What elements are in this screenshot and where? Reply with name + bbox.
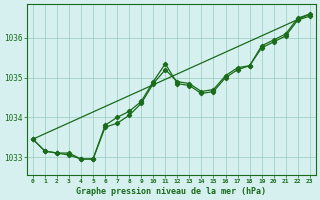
X-axis label: Graphe pression niveau de la mer (hPa): Graphe pression niveau de la mer (hPa) <box>76 187 266 196</box>
